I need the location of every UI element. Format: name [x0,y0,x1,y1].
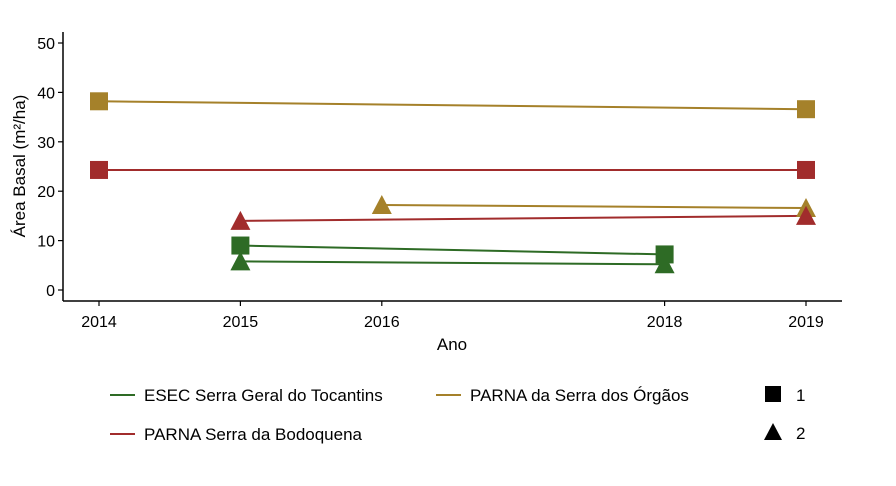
series-line [240,214,807,222]
series-line [240,244,665,256]
series-markers [90,92,816,274]
data-point-marker [90,160,108,179]
y-tick-label: 20 [37,184,55,201]
data-point-marker [230,210,251,230]
legend-key-marker [765,386,781,402]
data-point-marker [654,254,675,274]
y-tick-label: 30 [37,135,55,152]
axes [62,32,842,302]
x-axis-title: Ano [437,335,467,354]
y-tick-label: 40 [37,85,55,102]
legend-key-marker [764,423,782,440]
y-tick-label: 50 [37,36,55,53]
x-tick-label: 2018 [647,314,683,331]
data-point-marker [796,205,816,225]
data-point-marker [231,236,250,255]
series-line [381,204,807,209]
y-tick-label: 0 [46,283,55,300]
legend-label: PARNA da Serra dos Órgãos [470,386,689,405]
y-axis-title: Área Basal (m²/ha) [10,95,29,238]
data-point-marker [230,251,251,271]
x-tick-label: 2014 [81,314,117,331]
legend-label: PARNA Serra da Bodoquena [144,425,363,444]
legend-label: 1 [796,386,805,405]
y-ticks: 0 10 20 30 40 50 [37,36,63,300]
data-point-marker [797,100,815,119]
x-tick-label: 2015 [223,314,259,331]
y-tick-label: 10 [37,234,55,251]
series-line [240,260,665,266]
series-line [98,100,807,111]
legend: ESEC Serra Geral do Tocantins PARNA da Se… [110,386,805,444]
data-point-marker [797,160,815,179]
legend-label: 2 [796,424,805,443]
legend-label: ESEC Serra Geral do Tocantins [144,386,383,405]
x-tick-label: 2016 [364,314,400,331]
data-point-marker [90,92,108,111]
x-ticks: 2014 2015 2016 2018 2019 [81,301,824,331]
x-tick-label: 2019 [788,314,824,331]
data-point-marker [371,195,392,215]
series-lines [98,100,807,266]
